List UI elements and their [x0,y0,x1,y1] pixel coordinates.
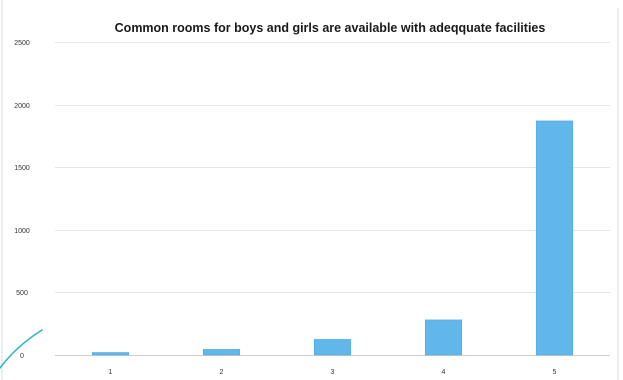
margin-pen-mark [0,329,43,369]
x-axis-tick-labels: 1 2 3 4 5 [109,369,557,376]
chart-title: Common rooms for boys and girls are avai… [115,21,546,35]
x-tick-label: 4 [442,369,446,376]
bar-1 [91,352,130,356]
bars [91,120,574,356]
y-tick-label: 1500 [14,165,30,172]
x-tick-label: 5 [553,369,557,376]
y-tick-label: 500 [16,290,28,297]
x-tick-label: 3 [331,369,335,376]
bar-5 [535,120,574,356]
y-tick-label: 1000 [14,228,30,235]
x-tick-label: 1 [109,369,113,376]
y-axis-tick-labels: 0 500 1000 1500 2000 2500 [14,40,30,360]
bar-4 [424,319,463,356]
y-tick-label: 2500 [14,40,30,47]
x-tick-label: 2 [220,369,224,376]
gridlines [55,42,610,356]
bar-3 [313,339,352,356]
bar-2 [202,349,241,356]
y-tick-label: 2000 [14,103,30,110]
y-tick-label: 0 [20,353,24,360]
